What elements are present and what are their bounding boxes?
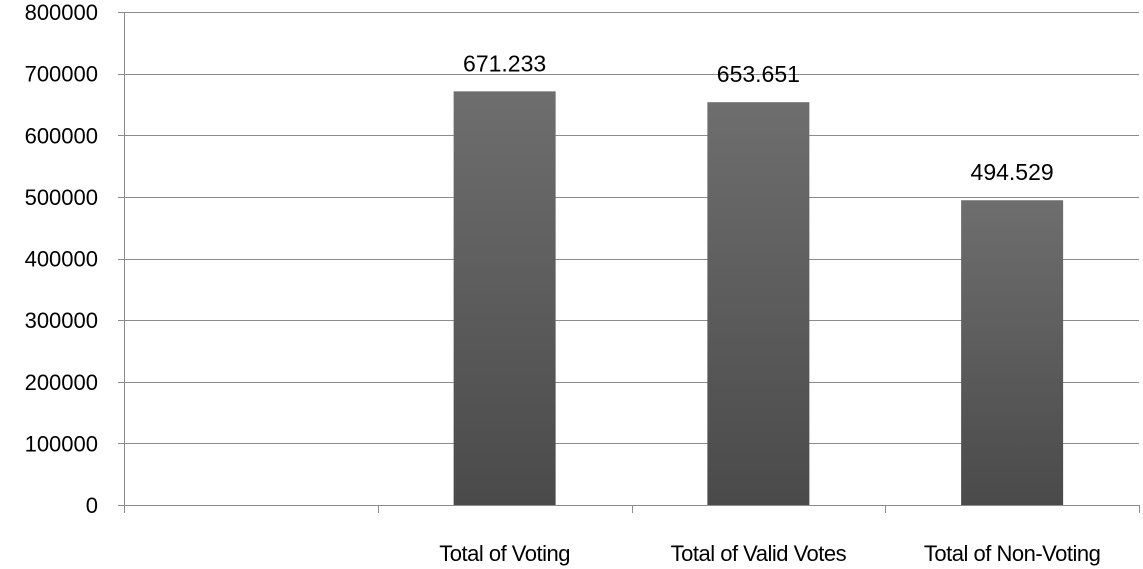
data-label: 671.233 (463, 50, 546, 76)
y-axis-tick-labels: 0 100000 200000 300000 400000 500000 600000 700… (25, 0, 98, 518)
y-tick-label: 600000 (25, 123, 98, 148)
x-axis (124, 12, 1140, 513)
x-category-label: Total of Valid Votes (671, 541, 847, 566)
bar (453, 91, 556, 505)
x-category-label: Total of Non-Voting (924, 541, 1100, 566)
y-tick-label: 200000 (25, 370, 98, 395)
y-tick-label: 800000 (25, 0, 98, 25)
y-tick-label: 700000 (25, 62, 98, 87)
x-category-label: Total of Voting (439, 541, 570, 566)
gridlines (118, 12, 1139, 506)
y-tick-label: 400000 (25, 247, 98, 272)
data-labels: 671.233 653.651 494.529 (463, 50, 1054, 185)
data-label: 494.529 (971, 159, 1054, 185)
bar (961, 200, 1064, 505)
y-tick-label: 300000 (25, 308, 98, 333)
data-label: 653.651 (717, 61, 800, 87)
y-tick-label: 0 (86, 493, 98, 518)
bars (453, 91, 1064, 506)
x-axis-category-labels: Total of Voting Total of Valid Votes Total… (439, 541, 1101, 566)
y-tick-label: 100000 (25, 431, 98, 456)
bar (707, 102, 810, 506)
y-tick-label: 500000 (25, 185, 98, 210)
